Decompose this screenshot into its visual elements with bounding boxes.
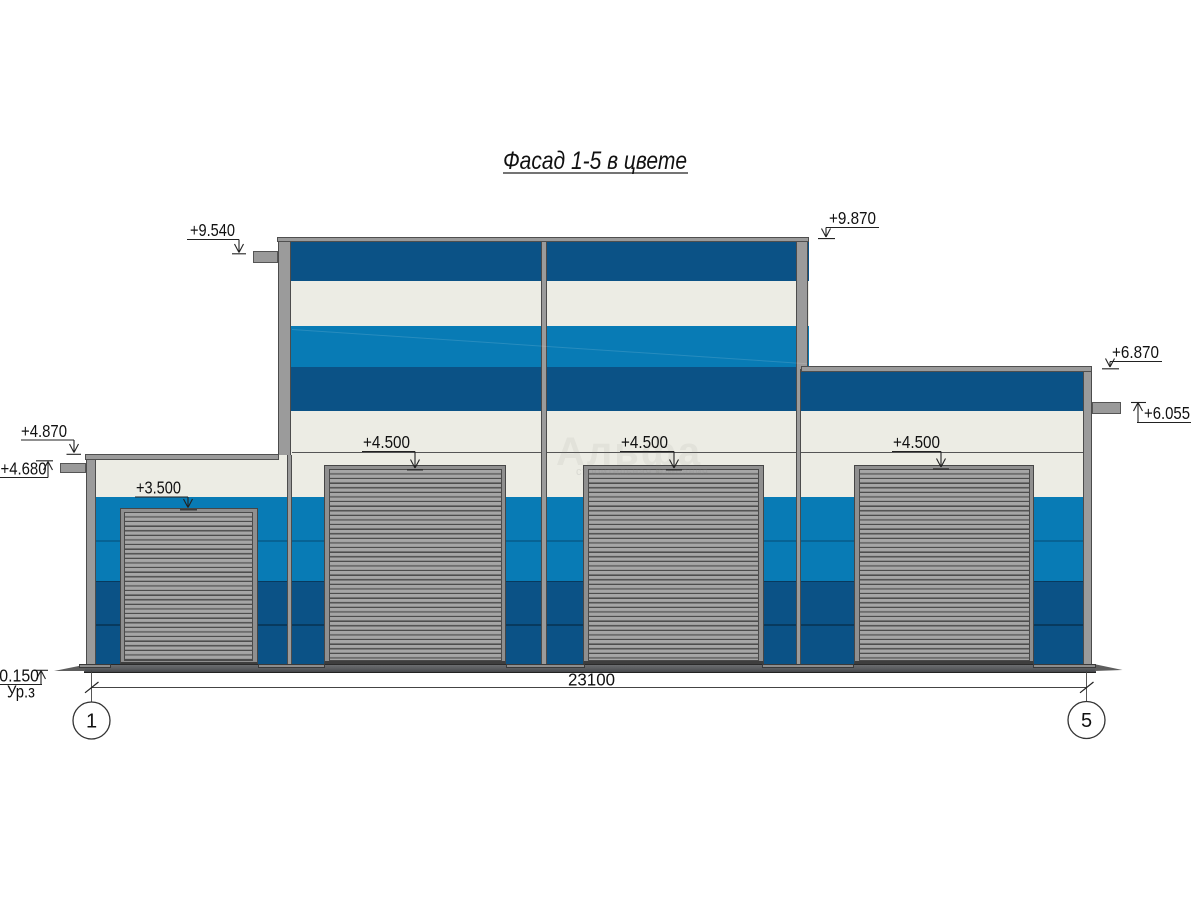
svg-text:Ур.з: Ур.з	[7, 682, 35, 702]
svg-text:+9.540: +9.540	[190, 220, 235, 240]
svg-text:+3.500: +3.500	[136, 478, 181, 498]
svg-text:Фасад 1-5 в цвете: Фасад 1-5 в цвете	[503, 147, 687, 175]
svg-text:+4.680: +4.680	[1, 459, 47, 479]
svg-text:-0.150: -0.150	[0, 666, 39, 686]
svg-text:+9.870: +9.870	[829, 208, 876, 228]
svg-text:+6.870: +6.870	[1112, 342, 1159, 362]
svg-text:23100: 23100	[568, 670, 615, 690]
svg-text:1: 1	[86, 711, 97, 733]
svg-text:+6.055: +6.055	[1144, 403, 1190, 423]
svg-text:+4.500: +4.500	[621, 432, 668, 452]
svg-text:+4.500: +4.500	[363, 432, 410, 452]
svg-text:+4.870: +4.870	[21, 421, 67, 441]
svg-text:5: 5	[1081, 710, 1092, 732]
svg-text:+4.500: +4.500	[893, 432, 940, 452]
